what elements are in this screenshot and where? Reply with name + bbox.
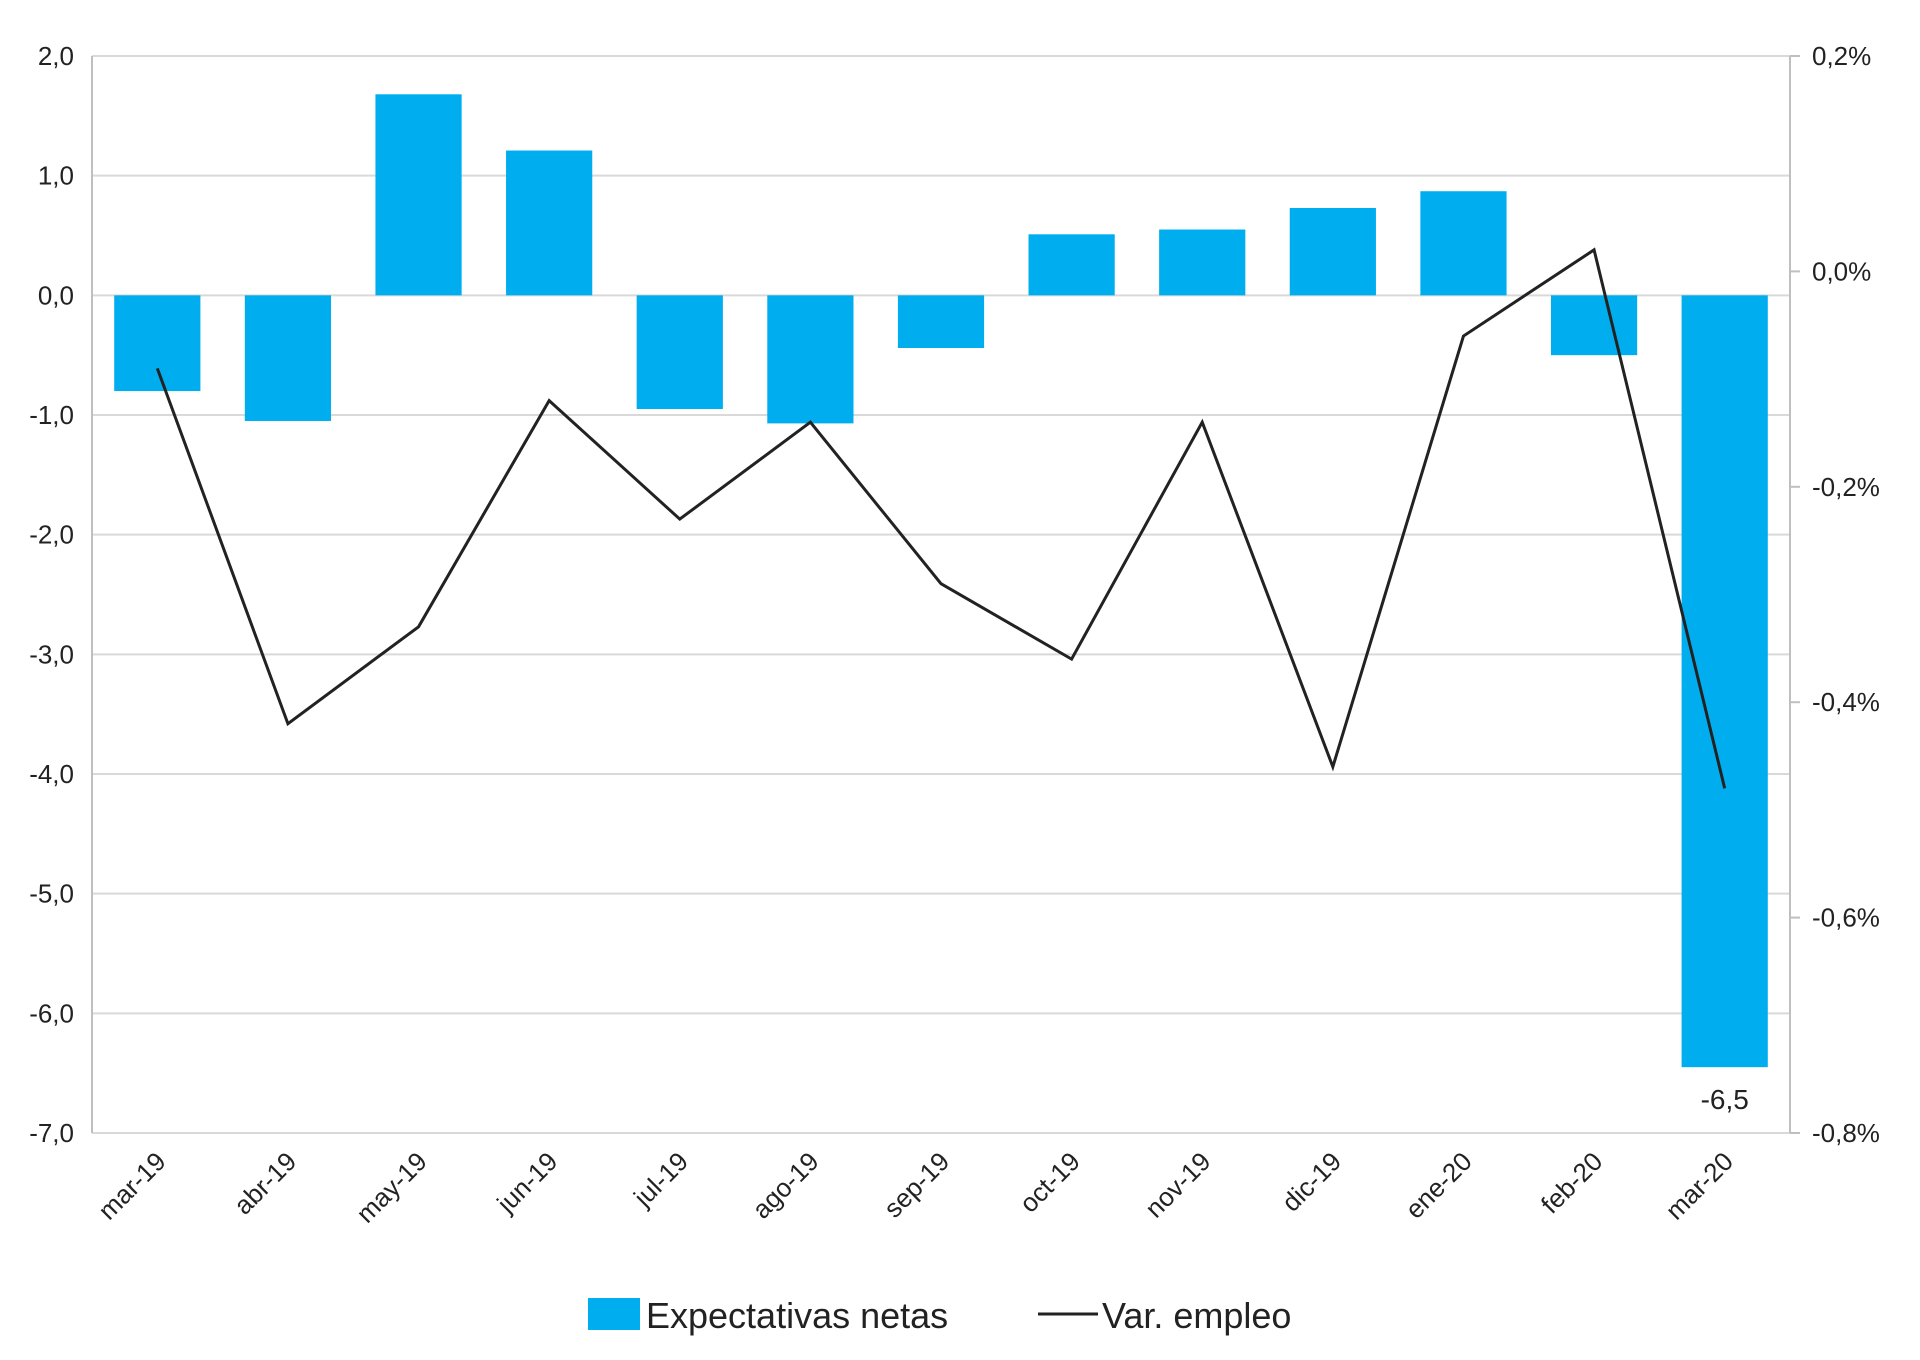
bar-mar-20 xyxy=(1681,295,1768,1068)
gridlines xyxy=(92,55,1790,1134)
x-tick-label: sep-19 xyxy=(878,1146,955,1223)
x-tick-label: ago-19 xyxy=(746,1146,824,1224)
legend: Expectativas netas Var. empleo xyxy=(588,1295,1291,1336)
right-tick-label: -0,8% xyxy=(1812,1118,1880,1148)
bar-may-19 xyxy=(375,94,462,296)
left-tick-label: 2,0 xyxy=(38,41,74,71)
left-axis-labels: 2,0 1,0 0,0 -1,0 -2,0 -3,0 -4,0 -5,0 -6,0 -7,0 xyxy=(29,41,74,1148)
legend-label-bars: Expectativas netas xyxy=(646,1295,948,1336)
x-tick-label: dic-19 xyxy=(1276,1146,1347,1217)
left-tick-label: 1,0 xyxy=(38,161,74,191)
left-tick-label: 0,0 xyxy=(38,280,74,310)
x-tick-label: may-19 xyxy=(350,1146,433,1229)
left-tick-label: -4,0 xyxy=(29,759,74,789)
bar-series xyxy=(114,94,1768,1068)
right-tick-label: -0,4% xyxy=(1812,687,1880,717)
bar-mar-19 xyxy=(114,295,201,392)
left-tick-label: -2,0 xyxy=(29,520,74,550)
left-tick-label: -7,0 xyxy=(29,1118,74,1148)
annotations: -6,5 xyxy=(1701,1084,1749,1115)
x-tick-label: oct-19 xyxy=(1014,1146,1086,1218)
bar-dic-19 xyxy=(1289,207,1376,296)
x-tick-label: jul-19 xyxy=(627,1146,694,1213)
bar-jun-19 xyxy=(506,150,593,296)
right-tick-label: 0,0% xyxy=(1812,256,1871,286)
bar-abr-19 xyxy=(244,295,332,421)
legend-label-line: Var. empleo xyxy=(1102,1295,1291,1336)
axes xyxy=(91,55,1800,1134)
right-tick-label: -0,6% xyxy=(1812,903,1880,933)
bar-nov-19 xyxy=(1159,229,1246,296)
bar-ago-19 xyxy=(767,295,854,424)
legend-swatch-bars xyxy=(588,1298,640,1330)
bar-jul-19 xyxy=(636,295,723,410)
right-axis-labels: 0,2% 0,0% -0,2% -0,4% -0,6% -0,8% xyxy=(1812,41,1880,1148)
right-tick-label: 0,2% xyxy=(1812,41,1871,71)
right-tick-label: -0,2% xyxy=(1812,472,1880,502)
x-tick-label: feb-20 xyxy=(1535,1146,1608,1219)
x-tick-label: ene-20 xyxy=(1399,1146,1477,1224)
bar-sep-19 xyxy=(897,295,985,348)
bar-feb-20 xyxy=(1550,295,1638,356)
left-tick-label: -6,0 xyxy=(29,998,74,1028)
line-var-empleo xyxy=(155,247,1727,789)
left-tick-label: -3,0 xyxy=(29,639,74,669)
x-tick-label: mar-20 xyxy=(1659,1146,1738,1225)
line-series xyxy=(155,247,1727,789)
left-tick-label: -5,0 xyxy=(29,879,74,909)
x-tick-label: jun-19 xyxy=(490,1146,563,1219)
x-tick-label: nov-19 xyxy=(1139,1146,1216,1223)
x-tick-label: mar-19 xyxy=(92,1146,171,1225)
bar-oct-19 xyxy=(1028,234,1115,296)
bar-ene-20 xyxy=(1420,191,1507,296)
data-label: -6,5 xyxy=(1701,1084,1749,1115)
left-tick-label: -1,0 xyxy=(29,400,74,430)
x-axis-labels: mar-19 abr-19 may-19 jun-19 jul-19 ago-19 sep-… xyxy=(92,1146,1739,1229)
x-tick-label: abr-19 xyxy=(228,1146,302,1220)
